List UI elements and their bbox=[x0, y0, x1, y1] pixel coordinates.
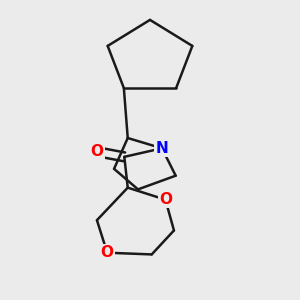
Text: O: O bbox=[101, 245, 114, 260]
Text: N: N bbox=[156, 141, 168, 156]
Text: O: O bbox=[90, 144, 104, 159]
Text: O: O bbox=[159, 192, 172, 207]
